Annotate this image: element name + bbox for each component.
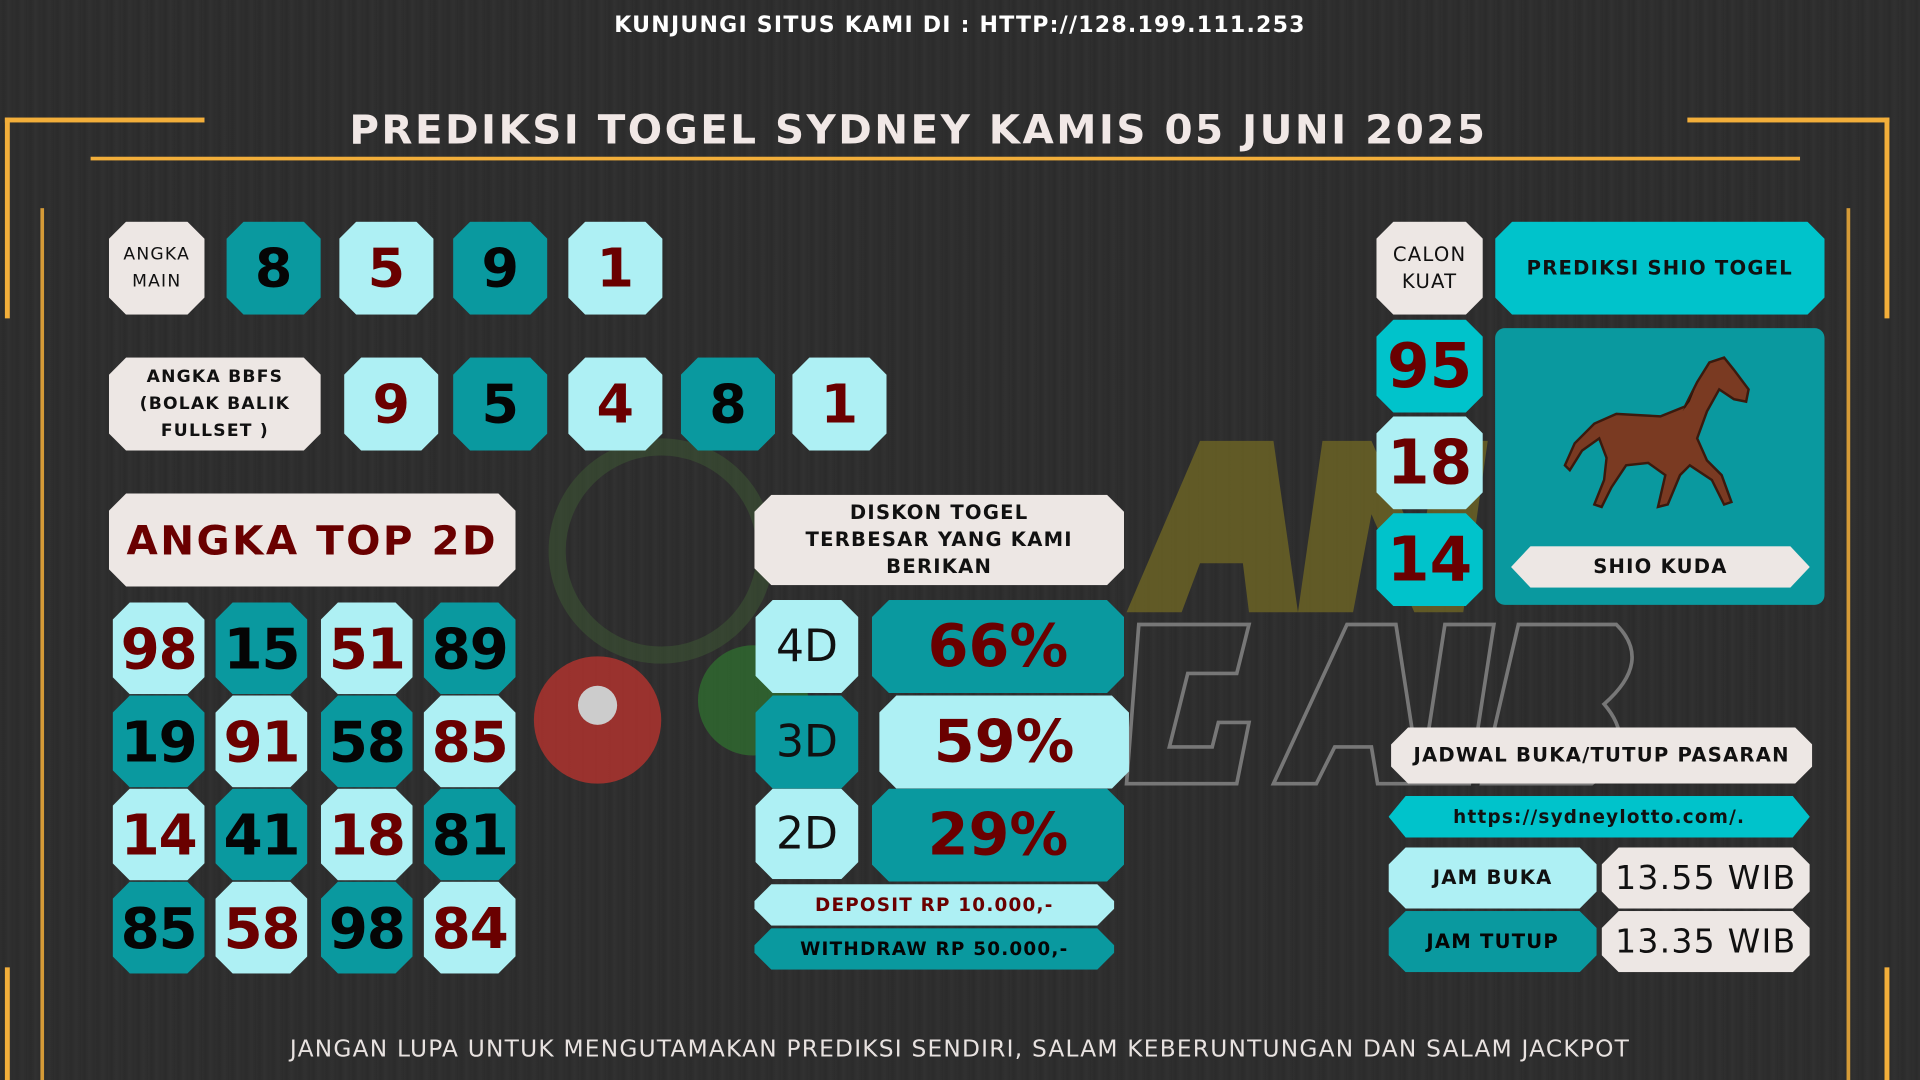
- bbfs-label: ANGKA BBFS (BOLAK BALIK FULLSET ): [109, 358, 321, 451]
- bbfs-digit: 5: [453, 358, 547, 451]
- top-2d-number: 15: [216, 602, 308, 694]
- top-2d-number: 89: [424, 602, 516, 694]
- calon-kuat-number: 95: [1376, 320, 1483, 413]
- bbfs-digit: 8: [681, 358, 775, 451]
- bbfs-digit: 4: [568, 358, 662, 451]
- top-2d-number: 81: [424, 789, 516, 881]
- top-2d-number: 84: [424, 882, 516, 974]
- diskon-type: 4D: [756, 600, 859, 693]
- frame-line: [1846, 208, 1851, 1080]
- footer-text: JANGAN LUPA UNTUK MENGUTAMAKAN PREDIKSI …: [289, 1035, 1631, 1063]
- jam-tutup-value: 13.35 WIB: [1602, 911, 1810, 972]
- top-2d-number: 85: [424, 696, 516, 788]
- jam-tutup-label: JAM TUTUP: [1389, 911, 1597, 972]
- jadwal-label: JADWAL BUKA/TUTUP PASARAN: [1391, 727, 1812, 783]
- diskon-type: 2D: [756, 789, 859, 880]
- diskon-value: 59%: [879, 696, 1129, 789]
- top-2d-number: 58: [216, 882, 308, 974]
- horse-icon: [1563, 356, 1750, 509]
- shio-header: PREDIKSI SHIO TOGEL: [1495, 222, 1824, 315]
- top-2d-number: 18: [321, 789, 413, 881]
- jam-buka-value: 13.55 WIB: [1602, 847, 1810, 908]
- frame-line: [1884, 967, 1890, 1080]
- diskon-value: 29%: [872, 789, 1124, 882]
- top-2d-number: 98: [113, 602, 205, 694]
- frame-line: [4, 117, 10, 319]
- top-2d-number: 19: [113, 696, 205, 788]
- diskon-label: DISKON TOGEL TERBESAR YANG KAMI BERIKAN: [754, 495, 1124, 586]
- frame-line: [1884, 117, 1890, 319]
- calon-kuat-number: 14: [1376, 513, 1483, 606]
- top-2d-number: 91: [216, 696, 308, 788]
- angka-main-label: ANGKA MAIN: [109, 222, 205, 315]
- top-2d-label: ANGKA TOP 2D: [109, 493, 516, 586]
- top-2d-number: 14: [113, 789, 205, 881]
- top-2d-number: 58: [321, 696, 413, 788]
- angka-main-digit: 9: [453, 222, 547, 315]
- angka-main-digit: 1: [568, 222, 662, 315]
- bbfs-digit: 1: [792, 358, 886, 451]
- pasaran-url-link[interactable]: https://sydneylotto.com/.: [1389, 796, 1810, 838]
- visit-site-text: KUNJUNGI SITUS KAMI DI : HTTP://128.199.…: [614, 12, 1306, 38]
- calon-kuat-number: 18: [1376, 416, 1483, 509]
- frame-line: [4, 967, 10, 1080]
- diskon-type: 3D: [756, 696, 859, 789]
- deposit-info: DEPOSIT RP 10.000,-: [754, 884, 1114, 926]
- calon-kuat-label: CALON KUAT: [1376, 222, 1483, 315]
- frame-line: [1687, 117, 1890, 123]
- top-2d-number: 85: [113, 882, 205, 974]
- diskon-value: 66%: [872, 600, 1124, 693]
- frame-line: [40, 208, 45, 1080]
- bbfs-digit: 9: [344, 358, 438, 451]
- page-title: PREDIKSI TOGEL SYDNEY KAMIS 05 JUNI 2025: [349, 105, 1488, 154]
- top-2d-number: 98: [321, 882, 413, 974]
- top-2d-number: 51: [321, 602, 413, 694]
- jam-buka-label: JAM BUKA: [1389, 847, 1597, 908]
- title-underline: [90, 156, 1801, 161]
- frame-line: [4, 117, 205, 123]
- top-2d-number: 41: [216, 789, 308, 881]
- angka-main-digit: 5: [339, 222, 433, 315]
- shio-name: SHIO KUDA: [1511, 546, 1810, 588]
- angka-main-digit: 8: [227, 222, 321, 315]
- withdraw-info: WITHDRAW RP 50.000,-: [754, 928, 1114, 970]
- shio-panel: SHIO KUDA: [1495, 328, 1825, 605]
